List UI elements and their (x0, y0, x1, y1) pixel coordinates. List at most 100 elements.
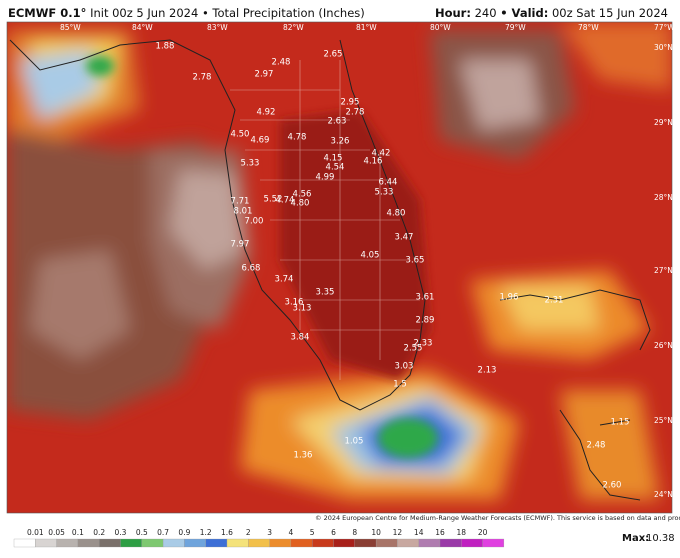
colorbar-swatch (482, 538, 505, 548)
colorbar-swatch (141, 538, 164, 548)
point-value: 4.80 (387, 209, 406, 219)
colorbar-label: 0.1 (72, 528, 84, 537)
point-value: 4.74 (276, 196, 295, 206)
colorbar-swatch (418, 538, 441, 548)
point-value: 5.33 (241, 159, 260, 169)
point-value: 3.16 (285, 298, 304, 308)
point-value: 2.48 (587, 441, 606, 451)
point-value: 2.89 (416, 316, 435, 326)
point-value: 3.47 (395, 233, 414, 243)
point-value: 5.52 (264, 195, 283, 205)
colorbar-label: 16 (435, 528, 445, 537)
colorbar-label: 6 (331, 528, 336, 537)
colorbar-swatch (439, 538, 462, 548)
point-value: 1.96 (500, 293, 519, 303)
point-value: 6.68 (242, 264, 261, 274)
point-value: 2.97 (255, 70, 274, 80)
latitude-label: 27°N (654, 266, 673, 275)
colorbar-swatch (13, 538, 36, 548)
longitude-label: 80°W (430, 23, 451, 32)
model: ECMWF 0.1° (8, 6, 87, 20)
point-value: 2.55 (404, 344, 423, 354)
colorbar-swatch (77, 538, 100, 548)
longitude-label: 83°W (207, 23, 228, 32)
header-right: Hour: 240 • Valid: 00z Sat 15 Jun 2024 (435, 6, 668, 20)
point-value: 4.69 (251, 136, 270, 146)
colorbar-label: 0.9 (178, 528, 190, 537)
precip-field (7, 22, 672, 513)
colorbar-swatch (461, 538, 483, 548)
point-value: 2.13 (478, 366, 497, 376)
colorbar-swatch (56, 538, 79, 548)
colorbar-label: 0.3 (115, 528, 127, 537)
colorbar-swatch (397, 538, 419, 548)
header-left: ECMWF 0.1° Init 00z 5 Jun 2024 • Total P… (8, 6, 365, 20)
max-value: 10.38 (646, 533, 675, 544)
point-value: 1.88 (156, 42, 175, 52)
point-value: 3.61 (416, 293, 435, 303)
longitude-label: 85°W (60, 23, 81, 32)
colorbar-label: 20 (478, 528, 488, 537)
colorbar-label: 12 (393, 528, 403, 537)
county-lines (230, 60, 420, 380)
colorbar-label: 1.2 (200, 528, 212, 537)
colorbar-label: 3 (267, 528, 272, 537)
colorbar-label: 0.7 (157, 528, 169, 537)
point-value: 1.05 (345, 437, 364, 447)
latitude-label: 30°N (654, 43, 673, 52)
point-value: 8.01 (234, 207, 253, 217)
point-value: 2.95 (341, 98, 360, 108)
point-value: 6.44 (379, 178, 398, 188)
point-value: 3.74 (275, 275, 294, 285)
colorbar-swatch (269, 538, 292, 548)
point-value: 1.36 (294, 451, 313, 461)
point-value: 7.00 (245, 217, 264, 227)
point-value: 4.50 (231, 130, 250, 140)
colorbar-swatch (248, 538, 270, 548)
hour-label: Hour: (434, 6, 471, 20)
colorbar-label: 5 (310, 528, 315, 537)
point-value: 3.03 (395, 362, 414, 372)
point-value: 3.26 (331, 137, 350, 147)
colorbar-label: 1.6 (221, 528, 233, 537)
valid-time: 00z Sat 15 Jun 2024 (551, 6, 668, 20)
colorbar-swatch (375, 538, 398, 548)
point-value: 4.54 (326, 163, 345, 173)
latitude-label: 24°N (654, 490, 673, 499)
longitude-label: 81°W (356, 23, 377, 32)
point-value: 4.16 (364, 157, 383, 167)
point-value: 7.71 (231, 197, 250, 207)
point-value: 1.5 (393, 380, 407, 390)
colorbar-swatch (35, 538, 57, 548)
hour: 240 (474, 6, 497, 20)
point-value: 2.65 (324, 50, 343, 60)
point-value: 4.56 (293, 190, 312, 200)
valid-label: • Valid: (500, 6, 549, 20)
point-value: 2.60 (603, 481, 622, 491)
colorbar-label: 0.5 (136, 528, 148, 537)
point-value: 2.78 (346, 108, 365, 118)
point-value: 4.92 (257, 108, 276, 118)
point-value: 5.33 (375, 188, 394, 198)
colorbar-swatch (99, 538, 121, 548)
colorbar-swatch (120, 538, 142, 548)
longitude-label: 79°W (505, 23, 526, 32)
point-value: 3.84 (291, 333, 310, 343)
colorbar-swatch (354, 538, 377, 548)
longitude-label: 84°W (132, 23, 153, 32)
point-value: 7.97 (231, 240, 250, 250)
colorbar-swatch (205, 538, 228, 548)
max-label: Max: (622, 533, 649, 544)
colorbar-label: 14 (414, 528, 424, 537)
colorbar-swatch (312, 538, 334, 548)
point-value: 4.78 (288, 133, 307, 143)
colorbar-label: 18 (457, 528, 467, 537)
colorbar-label: 0.05 (48, 528, 65, 537)
colorbar-swatch (162, 538, 185, 548)
longitude-label: 82°W (283, 23, 304, 32)
point-value: 1.15 (611, 418, 630, 428)
colorbar-label: 0.01 (27, 528, 44, 537)
credit: © 2024 European Centre for Medium-Range … (315, 514, 680, 522)
colorbar-label: 0.2 (93, 528, 105, 537)
colorbar-label: 10 (371, 528, 381, 537)
